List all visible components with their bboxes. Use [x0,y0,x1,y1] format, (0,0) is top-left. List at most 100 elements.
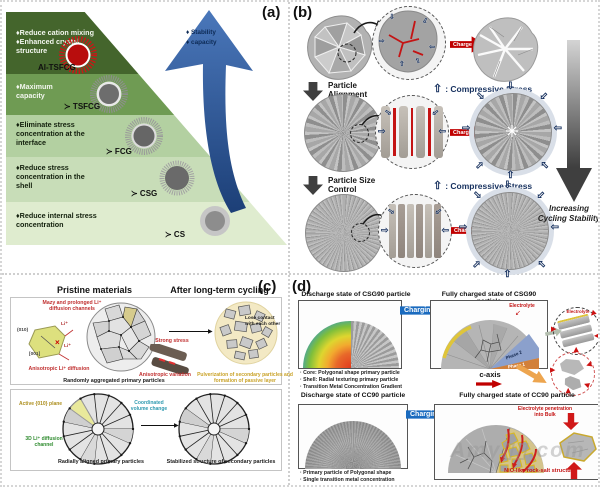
fine-particle-icon [305,194,383,272]
aggregated-row-box: Mazy and prolonged Li⁺ diffusion channel… [10,297,293,385]
compressive-arrow-icon: ⇦ [429,44,436,51]
compressive-arrow-icon: ⇨ [470,257,485,272]
penetration-annotation: Electrolyte penetration into Bulk [517,406,573,418]
li-ion-label: Li⁺ [64,344,71,349]
compressive-arrow-icon: ⇨ [378,126,386,137]
stability-arrow-icon [165,10,253,213]
compressive-arrow-icon: ⇨ [470,188,485,203]
stressed-aligned-particle: ⇩ ⇧ ⇨ ⇦ ⇨ ⇦ ⇨ ⇦ [462,81,562,181]
strain-heatmap-half [303,321,351,368]
primary-particle-column [433,106,443,158]
csg-surface-detail-circle: ▶ ▶ ▶ ▶ [551,307,598,355]
radial-row-box: Active {010} plane Coordinated volume ch… [10,389,282,471]
compressive-arrow-icon: ⇧ [503,269,512,280]
bullet-item: Transition Metal Concentration Gradient [300,384,402,391]
phase1-label: Phase 1 [508,362,526,369]
al-tsfcg-particle-icon [59,36,97,74]
primary-particle-column [434,204,441,258]
primary-particle-column [425,204,432,258]
cs-label: ≻ CS [165,230,186,239]
compressive-stress-legend: ⇧ : Compressive Stress [433,83,533,95]
compressive-arrow-icon: ⇨ [473,89,488,104]
step-bullet: ♦Reduce internal stress concentration [16,211,97,230]
step-bullet: ♦Reduce cation mixing [16,28,94,37]
bullet-item: Single transition metal concentration [300,477,394,484]
step-bullet: ♦Reduce stress concentration in the shel… [16,163,85,191]
primary-particle-column [398,204,405,258]
panel-b: ⇩ ⇨ ⇩ ⇦ ⇧ ⇧ Charge Particle Alignment ⇧ … [290,2,600,280]
anisotropic-variation-annotation: Anisotropic variation [139,372,191,378]
csg-charged-map: Phase 2 Phase 1 [441,320,539,369]
primary-particle-column [407,204,414,258]
micro-crack-icon [506,125,518,137]
compressive-arrow-icon: ⇦ [533,188,548,203]
compressive-stress-legend: ⇧ : Compressive Stress [433,180,533,192]
rocksalt-annotation: NiO-like rock-salt structure [504,468,576,474]
pulverization-caption: Pulverization of secondary particles and… [197,372,293,384]
crack-line [393,108,396,156]
compressive-arrow-icon: ⇩ [503,180,512,191]
transition-arrow: ▶ [169,328,213,335]
ebsd-gray-half [351,321,399,368]
cs-particle-icon [200,206,230,236]
phase2-label: Phase 2 [505,349,523,360]
cycled-header: After long-term cycling [170,285,269,295]
cracked-particle-icon [473,17,539,82]
red-arrow-icon: ▶ [551,326,557,333]
csg-discharge-heading: Discharge state of CSG90 particle [301,291,411,298]
primary-particle-column [416,204,423,258]
stable-caption: Stabilized structure of secondary partic… [166,459,276,465]
al-tsfcg-label: Al-TSFCG [38,63,76,72]
active-plane-annotation: Active {010} plane [19,401,63,407]
cc-discharge-map [305,421,401,469]
compressive-arrow-icon: ⇦ [536,89,551,104]
c-axis-label: c-axis [479,370,501,379]
diffusion-channel-annotation: 3D Li⁺ diffusion channel [25,436,63,448]
cc-discharge-box [298,404,408,469]
aggregated-mosaic-icon [86,302,156,372]
li-ion-label: Li⁺ [61,322,68,327]
primary-particle-column [398,106,408,158]
mazy-annotation: Mazy and prolonged Li⁺ diffusion channel… [42,300,102,313]
magnified-fine-view: ⇨ ⇦ ⇨ ⇦ [378,194,452,268]
watermark: Amy▯▯.com [450,439,586,462]
aligned-particle-icon [304,94,382,172]
anisotropic-diffusion-annotation: Anisotropic Li⁺ diffusion [28,366,90,372]
compressive-arrow-icon: ⇨ [459,222,468,234]
radial-particle-icon [62,393,135,465]
stressed-grain-icon [149,344,189,374]
compressive-arrow-icon: ⇨ [462,123,471,135]
texture-overlay [305,421,401,469]
step-bullet: ♦Eliminate stress concentration at the i… [16,120,85,148]
crack-line [428,108,431,156]
stressed-fine-particle: ⇩ ⇧ ⇨ ⇦ ⇨ ⇦ ⇨ ⇦ [459,180,559,280]
red-arrow-icon: ▶ [584,360,593,369]
cycling-stability-label: Increasing Cycling Stability [537,204,600,223]
radial-caption: Radially aligned primary particles [58,459,144,465]
compressive-arrow-icon: ⇦ [553,123,562,135]
vertical-separator [288,2,290,485]
arrow-head-icon: ▶ [174,423,179,429]
cycling-arrow-stem [567,40,580,170]
electrolyte-label: Electrolyte [566,309,590,314]
particle-size-label: Particle Size Control [328,176,376,195]
compressive-arrow-icon: ⇨ [378,38,385,46]
panel-c: Pristine materials After long-term cycli… [2,276,293,485]
tsfcg-particle-icon [90,75,128,113]
compressive-arrow-icon: ⇦ [441,225,449,236]
horizontal-separator [2,273,598,275]
compressive-arrow-icon: ⇦ [550,222,559,234]
red-arrow-icon: ▶ [582,380,591,389]
stress-arrow-icon: ⇧ [433,83,443,95]
compressive-arrow-icon: ⇨ [473,158,488,173]
arrow-head-icon: ▶ [208,329,213,335]
bullet-item: Shell: Radial texturing primary particle [300,377,402,384]
stable-radial-particle-icon [178,393,251,465]
panel-b-label: (b) [293,4,313,21]
pulverized-particle-icon [214,301,278,365]
magnified-crack-view: ⇩ ⇨ ⇩ ⇦ ⇧ ⇧ [372,6,446,80]
cc-charged-box: Electrolyte penetration into Bulk NiO-li… [434,404,598,480]
compressed-grain-icon [559,432,597,462]
crack-line [410,108,414,156]
